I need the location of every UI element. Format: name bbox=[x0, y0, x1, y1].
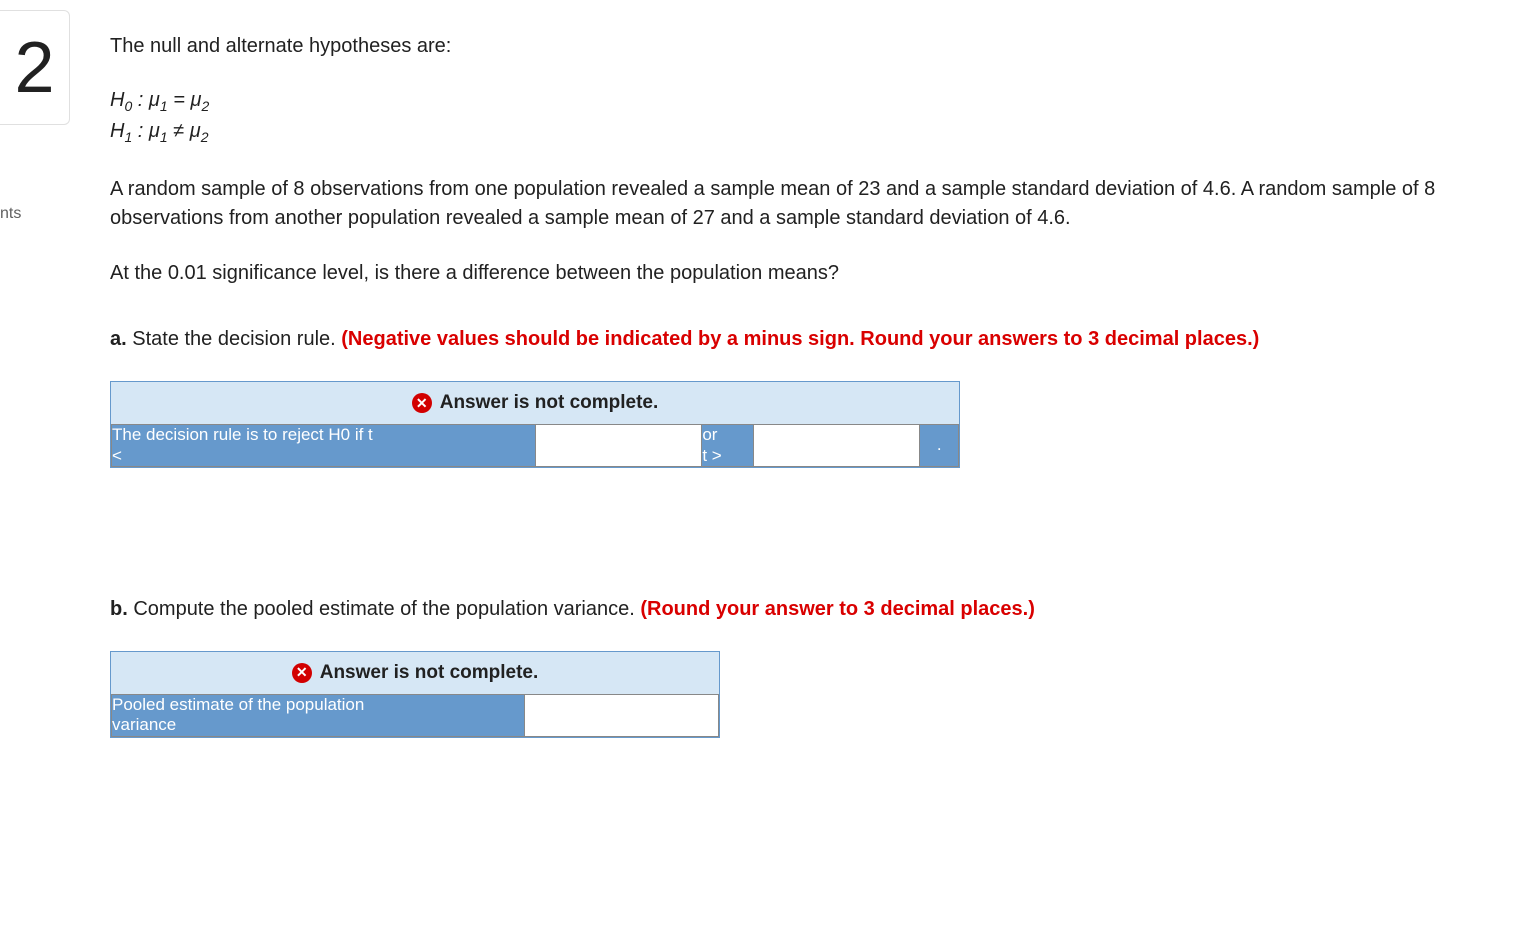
part-b-text: Compute the pooled estimate of the popul… bbox=[128, 598, 641, 620]
h0-mu2: μ bbox=[190, 89, 201, 111]
or-line2: t > bbox=[702, 446, 752, 466]
pooled-variance-label: Pooled estimate of the population varian… bbox=[112, 694, 525, 736]
or-label: or t > bbox=[702, 425, 753, 467]
part-b-prompt: b. Compute the pooled estimate of the po… bbox=[110, 598, 1496, 621]
question-number: 2 bbox=[14, 27, 54, 109]
table-row: The decision rule is to reject H0 if t <… bbox=[112, 425, 959, 467]
hypotheses-block: H0 : μ1 = μ2 H1 : μ1 ≠ μ2 bbox=[110, 86, 1496, 147]
error-icon: ✕ bbox=[412, 393, 432, 413]
pooled-variance-line2: variance bbox=[112, 715, 524, 735]
part-b-hint: (Round your answer to 3 decimal places.) bbox=[640, 598, 1035, 620]
h1-h: H bbox=[110, 120, 124, 142]
answer-b-header: ✕ Answer is not complete. bbox=[111, 652, 719, 694]
h1-mu2: μ bbox=[190, 120, 201, 142]
pooled-variance-line1: Pooled estimate of the population bbox=[112, 695, 524, 715]
period-text: . bbox=[937, 435, 942, 454]
h1-sep: : bbox=[132, 120, 149, 142]
t-lower-input-cell bbox=[535, 425, 702, 467]
table-row: Pooled estimate of the population varian… bbox=[112, 694, 719, 736]
intro-text: The null and alternate hypotheses are: bbox=[110, 35, 1496, 58]
pooled-variance-input-cell bbox=[525, 694, 719, 736]
part-b-label: b. bbox=[110, 598, 128, 620]
side-truncated-label: nts bbox=[0, 205, 21, 223]
problem-paragraph-2: At the 0.01 significance level, is there… bbox=[110, 259, 1496, 288]
h1-mu2-sub: 2 bbox=[201, 129, 209, 145]
h1-mu1-sub: 1 bbox=[160, 129, 168, 145]
t-lower-input[interactable] bbox=[536, 431, 702, 461]
t-upper-input[interactable] bbox=[754, 431, 920, 461]
problem-paragraph-1: A random sample of 8 observations from o… bbox=[110, 175, 1496, 233]
period-cell: . bbox=[920, 425, 959, 467]
h1-mu1: μ bbox=[149, 120, 160, 142]
decision-rule-line1: The decision rule is to reject H0 if t bbox=[112, 425, 535, 445]
or-line1: or bbox=[702, 425, 752, 445]
error-icon: ✕ bbox=[292, 663, 312, 683]
answer-a-table: The decision rule is to reject H0 if t <… bbox=[111, 424, 959, 467]
decision-rule-label: The decision rule is to reject H0 if t < bbox=[112, 425, 536, 467]
hypothesis-h0: H0 : μ1 = μ2 bbox=[110, 86, 1496, 117]
part-a-text: State the decision rule. bbox=[127, 328, 342, 350]
part-a-hint: (Negative values should be indicated by … bbox=[341, 328, 1259, 350]
question-content: The null and alternate hypotheses are: H… bbox=[110, 35, 1496, 738]
h0-h: H bbox=[110, 89, 124, 111]
answer-b-table: Pooled estimate of the population varian… bbox=[111, 694, 719, 737]
pooled-variance-input[interactable] bbox=[525, 700, 718, 730]
answer-box-a: ✕ Answer is not complete. The decision r… bbox=[110, 381, 960, 468]
h0-mu1-sub: 1 bbox=[160, 98, 168, 114]
h0-eq: = bbox=[168, 89, 191, 111]
answer-a-header: ✕ Answer is not complete. bbox=[111, 382, 959, 424]
hypothesis-h1: H1 : μ1 ≠ μ2 bbox=[110, 117, 1496, 148]
decision-rule-line2: < bbox=[112, 446, 535, 466]
h1-neq: ≠ bbox=[168, 120, 190, 142]
question-number-badge: 2 bbox=[0, 10, 70, 125]
t-upper-input-cell bbox=[753, 425, 920, 467]
h0-mu2-sub: 2 bbox=[201, 98, 209, 114]
h0-mu1: μ bbox=[149, 89, 160, 111]
answer-b-status: Answer is not complete. bbox=[320, 662, 539, 684]
answer-a-status: Answer is not complete. bbox=[440, 392, 659, 414]
part-a-prompt: a. State the decision rule. (Negative va… bbox=[110, 328, 1496, 351]
answer-box-b: ✕ Answer is not complete. Pooled estimat… bbox=[110, 651, 720, 738]
part-a-label: a. bbox=[110, 328, 127, 350]
h0-sep: : bbox=[132, 89, 149, 111]
